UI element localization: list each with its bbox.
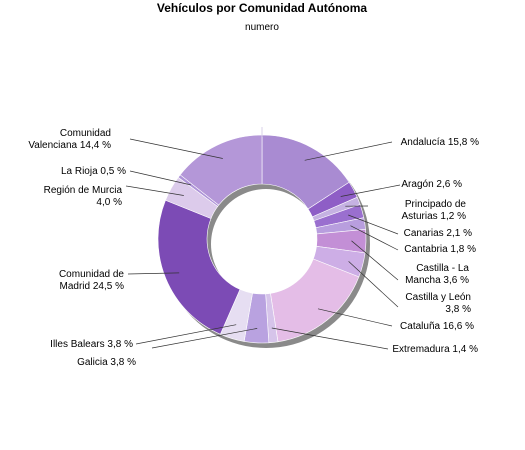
slice-label-line: Valenciana 14,4 %: [28, 140, 111, 151]
slice-label-region-de-murcia: Región de Murcia 4,0 %: [44, 185, 123, 208]
leader-line-andalucia: [304, 141, 393, 161]
slice-label-line: Galicia 3,8 %: [77, 357, 136, 368]
slice-label-la-rioja: La Rioja 0,5 %: [61, 166, 126, 177]
slice-label-line: La Rioja 0,5 %: [61, 166, 126, 177]
slice-label-line: Madrid 24,5 %: [60, 281, 125, 292]
slice-labels: Andalucía 15,8 % Aragón 2,6 % Principado d…: [28, 128, 479, 368]
leader-line-castilla-la-mancha: [351, 240, 399, 281]
leader-line-castilla-y-leon: [348, 261, 399, 308]
leader-line-galicia: [151, 328, 258, 349]
slice-label-line: Illes Balears 3,8 %: [50, 339, 133, 350]
leader-line-illes-balears: [135, 324, 237, 345]
chart-subtitle: numero: [245, 22, 279, 33]
slice-label-castilla-la-mancha: Castilla - La Mancha 3,6 %: [405, 263, 469, 286]
slice-label-line: Asturias 1,2 %: [402, 211, 467, 222]
leader-line-extremadura: [271, 327, 389, 350]
leader-line-aragon: [340, 184, 401, 197]
slice-label-line: Comunidad de: [59, 269, 124, 280]
slice-label-galicia: Galicia 3,8 %: [77, 357, 136, 368]
chart-title: Vehículos por Comunidad Autónoma: [157, 1, 368, 15]
leader-line-canarias: [348, 214, 399, 235]
donut-slices: [157, 134, 367, 344]
slice-label-illes-balears: Illes Balears 3,8 %: [50, 339, 133, 350]
slice-label-line: Canarias 2,1 %: [404, 228, 472, 239]
slice-label-andalucia: Andalucía 15,8 %: [401, 137, 479, 148]
slice-label-line: Comunidad: [60, 128, 111, 139]
leader-line-la-rioja: [129, 170, 191, 186]
slice-label-cataluna: Cataluña 16,6 %: [400, 321, 474, 332]
slice-label-line: 3,8 %: [445, 304, 471, 315]
slice-label-line: 4,0 %: [96, 197, 122, 208]
slice-label-canarias: Canarias 2,1 %: [404, 228, 472, 239]
leader-lines: [125, 127, 401, 350]
slice-label-line: Aragón 2,6 %: [401, 179, 462, 190]
slice-label-line: Andalucía 15,8 %: [401, 137, 479, 148]
slice-label-line: Cantabria 1,8 %: [404, 244, 476, 255]
slice-label-castilla-y-leon: Castilla y León 3,8 %: [405, 292, 471, 315]
slice-label-line: Extremadura 1,4 %: [392, 344, 478, 355]
slice-label-line: Cataluña 16,6 %: [400, 321, 474, 332]
slice-label-extremadura: Extremadura 1,4 %: [392, 344, 478, 355]
slice-label-cantabria: Cantabria 1,8 %: [404, 244, 476, 255]
leader-line-cataluna: [317, 308, 393, 327]
slice-label-principado-de-asturias: Principado de Asturias 1,2 %: [402, 199, 467, 222]
slice-label-line: Castilla y León: [405, 292, 471, 303]
slice-label-comunidad-de-madrid: Comunidad de Madrid 24,5 %: [59, 269, 124, 292]
leader-line-comunidad-valenciana: [129, 138, 223, 159]
slice-label-aragon: Aragón 2,6 %: [401, 179, 462, 190]
leader-line-comunidad-de-madrid: [127, 272, 180, 275]
slice-label-line: Mancha 3,6 %: [405, 275, 469, 286]
slice-label-line: Región de Murcia: [44, 185, 123, 196]
leader-line-region-de-murcia: [125, 185, 184, 196]
slice-label-comunidad-valenciana: Comunidad Valenciana 14,4 %: [28, 128, 111, 151]
slice-label-line: Castilla - La: [416, 263, 469, 274]
slice-label-line: Principado de: [405, 199, 467, 210]
leader-line-cantabria: [350, 225, 399, 251]
slice-comunidad-de-madrid: [157, 199, 241, 335]
